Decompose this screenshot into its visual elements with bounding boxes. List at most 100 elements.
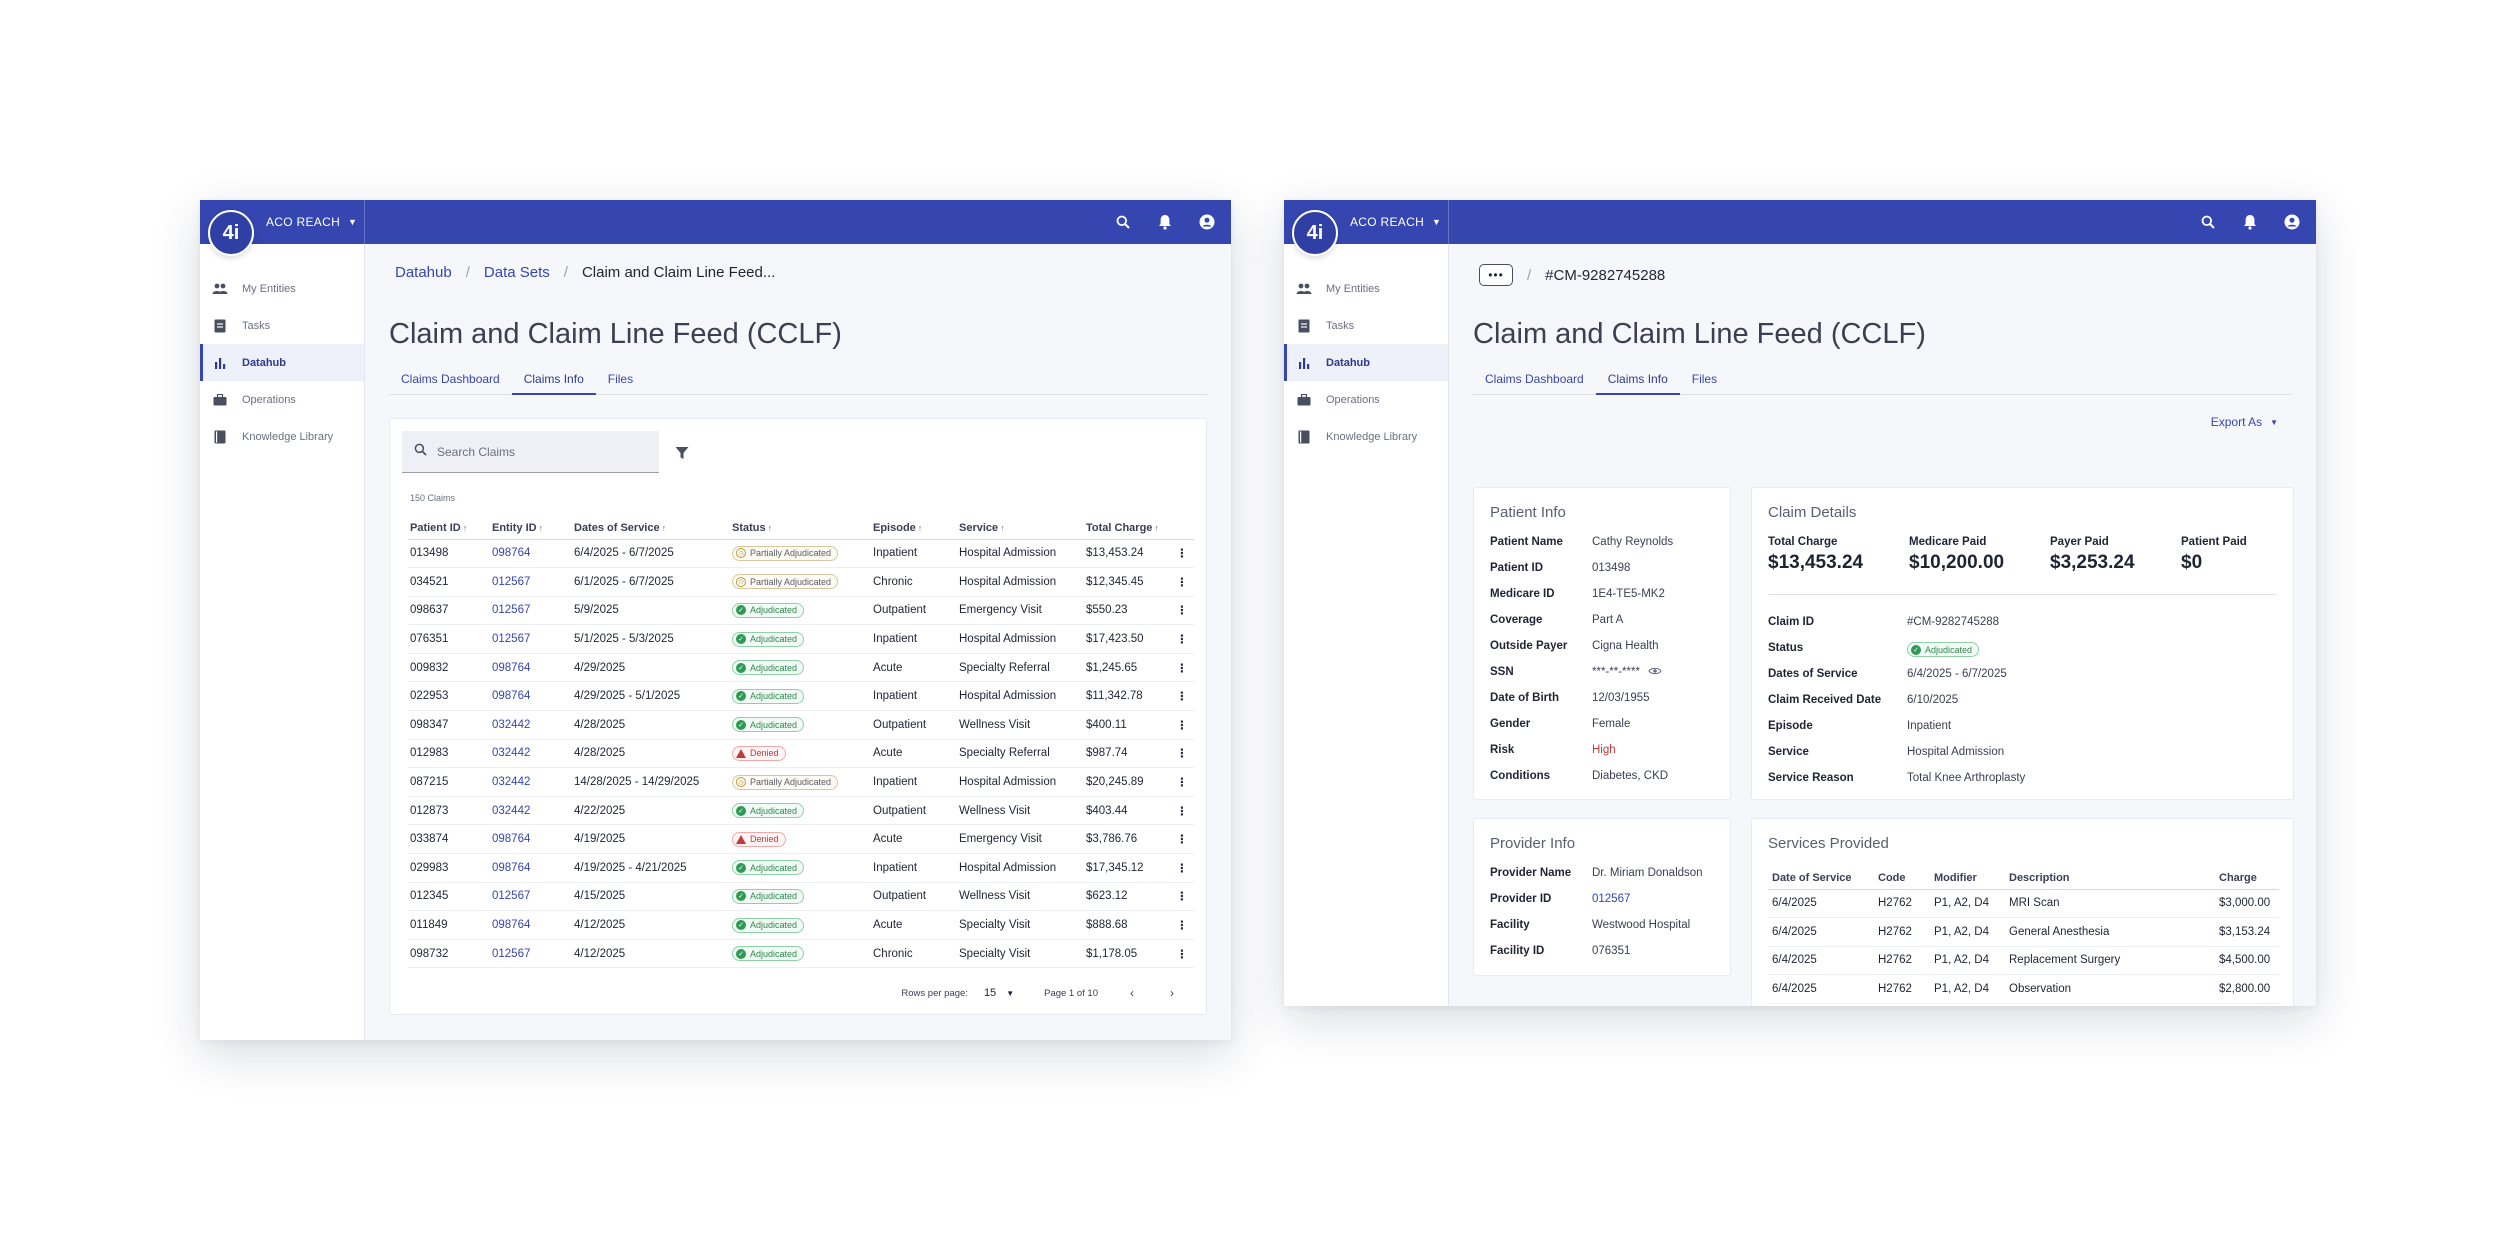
sidebar-item-operations[interactable]: Operations [1284, 381, 1448, 418]
cell-entity-id-link[interactable]: 098764 [490, 653, 572, 683]
breadcrumb-data-sets[interactable]: Data Sets [483, 264, 550, 281]
filter-icon[interactable] [674, 445, 690, 461]
search-icon[interactable] [1115, 214, 1131, 230]
org-selector[interactable]: ACO REACH ▼ [1350, 200, 1441, 244]
more-vert-icon[interactable]: ⋮ [1170, 796, 1194, 826]
column-header-patient-id[interactable]: Patient ID ↑ [408, 517, 490, 540]
table-row[interactable]: 012983 032442 4/28/2025 Denied Acute Specialt… [408, 739, 1194, 769]
more-vert-icon[interactable]: ⋮ [1170, 653, 1194, 683]
clipboard-icon [1296, 318, 1312, 334]
table-row[interactable]: 076351 012567 5/1/2025 - 5/3/2025 ✓ Adjudica… [408, 624, 1194, 654]
cell-episode: Outpatient [871, 882, 957, 912]
more-vert-icon[interactable]: ⋮ [1170, 567, 1194, 597]
table-row[interactable]: 011849 098764 4/12/2025 ✓ Adjudicated Acute Sp… [408, 910, 1194, 940]
previous-page-icon[interactable]: ‹ [1130, 986, 1134, 1000]
breadcrumb-datahub[interactable]: Datahub [395, 264, 452, 281]
sidebar-item-knowledge-library[interactable]: Knowledge Library [1284, 418, 1448, 455]
rows-per-page-select[interactable]: 15 ▼ [983, 987, 1015, 999]
cell-entity-id-link[interactable]: 032442 [490, 767, 572, 797]
cell-entity-id-link[interactable]: 012567 [490, 882, 572, 912]
column-header-entity-id[interactable]: Entity ID ↑ [490, 517, 572, 540]
tab-claims-dashboard[interactable]: Claims Dashboard [1485, 372, 1584, 386]
cell-entity-id-link[interactable]: 032442 [490, 796, 572, 826]
cell-entity-id-link[interactable]: 012567 [490, 596, 572, 626]
account-icon[interactable] [2284, 214, 2300, 230]
table-row[interactable]: 098637 012567 5/9/2025 ✓ Adjudicated Outpatie… [408, 596, 1194, 626]
table-header-row: Date of Service Code Modifier Descriptio… [1768, 867, 2279, 890]
app-logo[interactable]: 4i [208, 210, 254, 256]
bell-icon[interactable] [2242, 214, 2258, 230]
sidebar-item-label: Operations [242, 393, 296, 406]
field-service: Service Hospital Admission [1768, 746, 2005, 758]
tab-files[interactable]: Files [607, 372, 634, 386]
sidebar-item-my-entities[interactable]: My Entities [200, 270, 364, 307]
status-badge: ✓ Adjudicated [1907, 642, 1980, 657]
column-header-status[interactable]: Status ↑ [730, 517, 871, 540]
org-selector[interactable]: ACO REACH ▼ [266, 200, 357, 244]
more-vert-icon[interactable]: ⋮ [1170, 539, 1194, 569]
column-header-total-charge[interactable]: Total Charge ↑ [1084, 517, 1170, 540]
cell-entity-id-link[interactable]: 098764 [490, 681, 572, 712]
field-gender: Gender Female [1490, 718, 1631, 730]
more-vert-icon[interactable]: ⋮ [1170, 767, 1194, 797]
tab-claims-info[interactable]: Claims Info [511, 368, 596, 395]
table-row[interactable]: 087215 032442 14/28/2025 - 14/29/2025 ◷ Part… [408, 767, 1194, 797]
eye-icon[interactable] [1648, 666, 1662, 679]
sidebar-item-tasks[interactable]: Tasks [1284, 307, 1448, 344]
table-row: 6/4/2025 H2762 P1, A2, D4 Observation $2,800… [1768, 974, 2279, 1004]
cell-entity-id-link[interactable]: 012567 [490, 939, 572, 969]
more-vert-icon[interactable]: ⋮ [1170, 710, 1194, 740]
table-row[interactable]: 012873 032442 4/22/2025 ✓ Adjudicated Outpati… [408, 796, 1194, 826]
table-row[interactable]: 009832 098764 4/29/2025 ✓ Adjudicated Acute Sp… [408, 653, 1194, 683]
more-vert-icon[interactable]: ⋮ [1170, 624, 1194, 654]
more-vert-icon[interactable]: ⋮ [1170, 853, 1194, 883]
next-page-icon[interactable]: › [1170, 986, 1174, 1000]
more-vert-icon[interactable]: ⋮ [1170, 739, 1194, 769]
column-header-dates-of-service[interactable]: Dates of Service ↑ [572, 517, 730, 540]
cell-entity-id-link[interactable]: 012567 [490, 624, 572, 654]
more-vert-icon[interactable]: ⋮ [1170, 882, 1194, 912]
more-vert-icon[interactable]: ⋮ [1170, 681, 1194, 712]
sidebar-item-operations[interactable]: Operations [200, 381, 364, 418]
sidebar-item-label: Knowledge Library [1326, 430, 1418, 443]
search-input[interactable] [437, 444, 637, 459]
table-row[interactable]: 029983 098764 4/19/2025 - 4/21/2025 ✓ Adjudi… [408, 853, 1194, 883]
table-row[interactable]: 012345 012567 4/15/2025 ✓ Adjudicated Outpati… [408, 882, 1194, 912]
tab-files[interactable]: Files [1691, 372, 1718, 386]
cell-entity-id-link[interactable]: 032442 [490, 739, 572, 769]
tab-claims-info[interactable]: Claims Info [1595, 368, 1680, 395]
search-icon[interactable] [2200, 214, 2216, 230]
table-row[interactable]: 098347 032442 4/28/2025 ✓ Adjudicated Outpati… [408, 710, 1194, 740]
cell-entity-id-link[interactable]: 098764 [490, 853, 572, 883]
sidebar-item-datahub[interactable]: Datahub [1284, 344, 1448, 381]
cell-entity-id-link[interactable]: 098764 [490, 910, 572, 940]
table-row[interactable]: 013498 098764 6/4/2025 - 6/7/2025 ◷ Partiall… [408, 539, 1194, 569]
account-icon[interactable] [1199, 214, 1215, 230]
export-as-button[interactable]: Export As ▼ [2211, 415, 2278, 429]
table-row[interactable]: 033874 098764 4/19/2025 Denied Acute Emergenc… [408, 824, 1194, 855]
tab-claims-dashboard[interactable]: Claims Dashboard [401, 372, 500, 386]
sidebar-item-datahub[interactable]: Datahub [200, 344, 364, 381]
more-vert-icon[interactable]: ⋮ [1170, 910, 1194, 940]
more-vert-icon[interactable]: ⋮ [1170, 824, 1194, 855]
cell-entity-id-link[interactable]: 012567 [490, 567, 572, 597]
table-row[interactable]: 098732 012567 4/12/2025 ✓ Adjudicated Chronic… [408, 939, 1194, 969]
cell-entity-id-link[interactable]: 098764 [490, 539, 572, 569]
cell-entity-id-link[interactable]: 098764 [490, 824, 572, 855]
table-row[interactable]: 034521 012567 6/1/2025 - 6/7/2025 ◷ Partiall… [408, 567, 1194, 597]
sidebar-item-knowledge-library[interactable]: Knowledge Library [200, 418, 364, 455]
more-vert-icon[interactable]: ⋮ [1170, 939, 1194, 969]
breadcrumb-more-button[interactable]: ••• [1479, 264, 1513, 286]
column-header-episode[interactable]: Episode ↑ [871, 517, 957, 540]
more-vert-icon[interactable]: ⋮ [1170, 596, 1194, 626]
app-logo[interactable]: 4i [1292, 210, 1338, 256]
column-header-service[interactable]: Service ↑ [957, 517, 1084, 540]
bell-icon[interactable] [1157, 214, 1173, 230]
cell-status: Denied [730, 824, 871, 855]
sidebar-item-tasks[interactable]: Tasks [200, 307, 364, 344]
provider-id-link[interactable]: 012567 [1592, 893, 1631, 905]
sidebar-item-my-entities[interactable]: My Entities [1284, 270, 1448, 307]
cell-total-charge: $1,178.05 [1084, 939, 1170, 969]
cell-entity-id-link[interactable]: 032442 [490, 710, 572, 740]
table-row[interactable]: 022953 098764 4/29/2025 - 5/1/2025 ✓ Adjudic… [408, 681, 1194, 712]
